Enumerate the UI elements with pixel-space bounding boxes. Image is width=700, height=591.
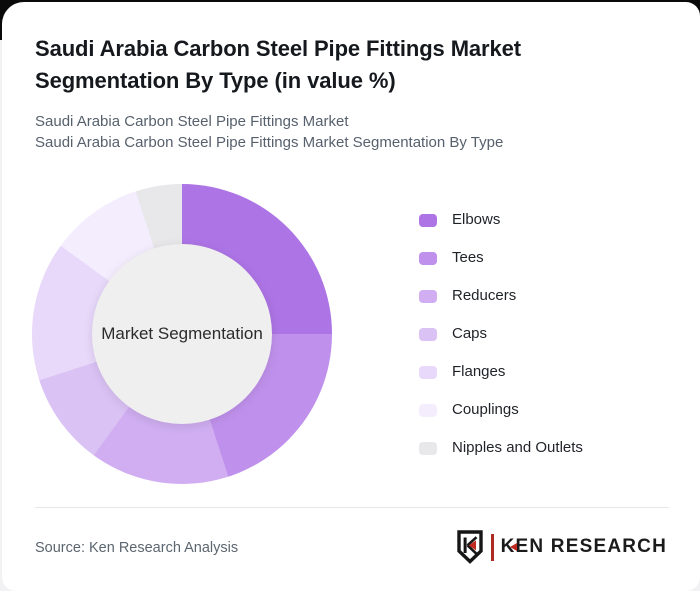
legend-label: Tees bbox=[452, 249, 484, 266]
logo-divider bbox=[490, 533, 494, 561]
page-subtitle: Saudi Arabia Carbon Steel Pipe Fittings … bbox=[35, 111, 655, 153]
page-title-line-1: Saudi Arabia Carbon Steel Pipe Fittings … bbox=[35, 36, 522, 61]
legend-item: Elbows bbox=[419, 211, 583, 229]
legend-item: Tees bbox=[419, 249, 583, 267]
legend-swatch bbox=[419, 403, 437, 417]
page-title-line-2: Segmentation By Type (in value %) bbox=[35, 68, 396, 93]
donut-center: Market Segmentation bbox=[92, 244, 272, 424]
page-subtitle-line-2: Saudi Arabia Carbon Steel Pipe Fittings … bbox=[35, 134, 504, 151]
chart-legend: Elbows Tees Reducers Caps Flanges Coupli… bbox=[419, 211, 583, 457]
legend-swatch bbox=[419, 289, 437, 303]
legend-swatch bbox=[419, 327, 437, 341]
footer-divider bbox=[35, 507, 669, 508]
legend-item: Reducers bbox=[419, 287, 583, 305]
legend-label: Reducers bbox=[452, 287, 517, 304]
legend-label: Flanges bbox=[452, 363, 506, 380]
legend-swatch bbox=[419, 251, 437, 265]
page-subtitle-line-1: Saudi Arabia Carbon Steel Pipe Fittings … bbox=[35, 113, 349, 130]
legend-item: Nipples and Outlets bbox=[419, 439, 583, 457]
legend-item: Flanges bbox=[419, 363, 583, 381]
legend-label: Elbows bbox=[452, 211, 501, 228]
page-title: Saudi Arabia Carbon Steel Pipe Fittings … bbox=[35, 33, 655, 97]
legend-swatch bbox=[419, 213, 437, 227]
logo-wordmark: KEN RESEARCH bbox=[500, 536, 667, 557]
legend-label: Nipples and Outlets bbox=[452, 439, 583, 456]
donut-center-label: Market Segmentation bbox=[101, 324, 263, 343]
legend-label: Couplings bbox=[452, 401, 519, 418]
legend-swatch bbox=[419, 441, 437, 455]
legend-item: Couplings bbox=[419, 401, 583, 419]
donut-chart: Market Segmentation bbox=[32, 184, 332, 484]
ken-research-logo: KEN RESEARCH bbox=[456, 529, 667, 565]
legend-swatch bbox=[419, 365, 437, 379]
logo-shield-icon bbox=[456, 530, 483, 564]
legend-item: Caps bbox=[419, 325, 583, 343]
legend-label: Caps bbox=[452, 325, 488, 342]
source-text: Source: Ken Research Analysis bbox=[35, 540, 239, 556]
